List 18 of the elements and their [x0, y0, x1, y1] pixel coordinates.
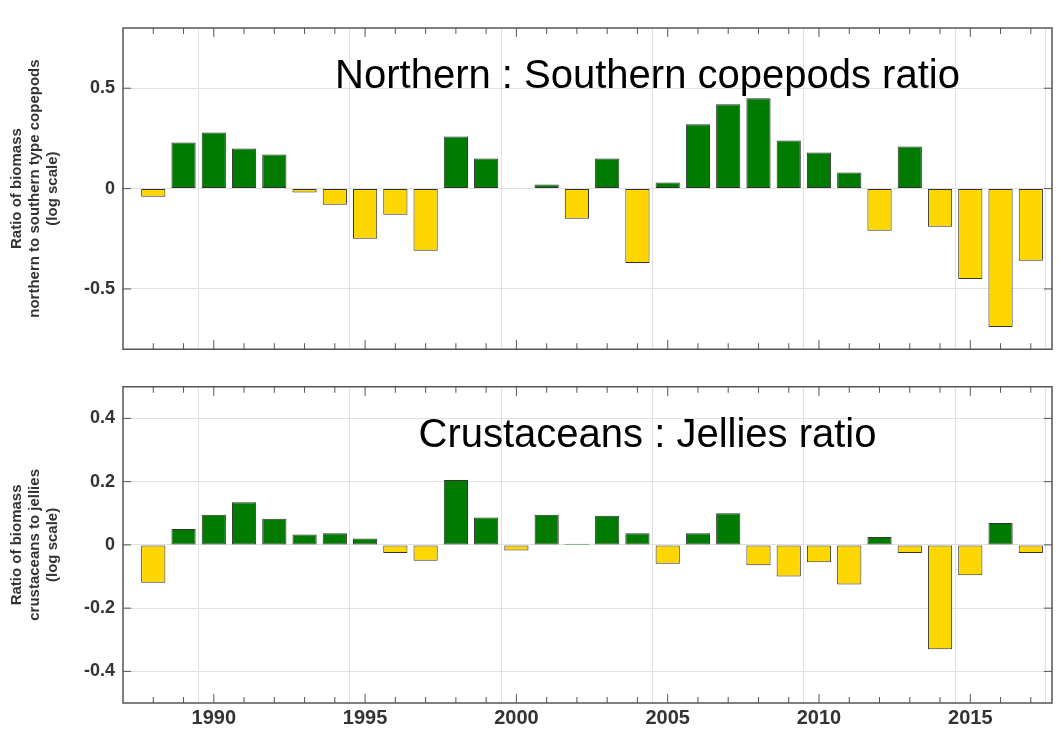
text: Northern : Southern copepods ratio: [335, 52, 960, 96]
y-axis-title: Ratio of biomass northern to southern type copepods (log scale): [7, 59, 61, 318]
x-tick-label: 2015: [948, 705, 993, 728]
y-tick-label: -0.2: [83, 597, 116, 618]
x-tick-label: 2010: [796, 705, 842, 728]
y-tick-label: 0.2: [89, 470, 116, 491]
x-tick-label: 2005: [645, 705, 690, 728]
y-axis-title: Ratio of biomass crustaceans to jellies (log scale): [7, 469, 61, 621]
y-tick-label: -0.5: [83, 277, 116, 298]
x-tick-label: 1990: [191, 705, 237, 728]
y-tick-label: -0.4: [83, 660, 116, 681]
y-tick-label: 0: [105, 177, 116, 198]
text: Crustaceans : Jellies ratio: [418, 410, 877, 455]
y-tick-label: 0.4: [89, 407, 116, 428]
x-tick-label: 1995: [342, 705, 388, 728]
x-tick-label: 2000: [494, 705, 539, 728]
y-tick-label: 0.5: [89, 77, 116, 98]
y-tick-label: 0: [105, 533, 116, 554]
